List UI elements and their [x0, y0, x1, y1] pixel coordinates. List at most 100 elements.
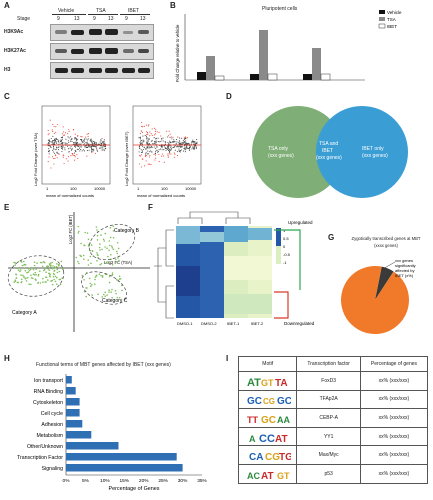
ma-point — [91, 139, 92, 140]
ma-point — [173, 147, 174, 148]
scatter-point — [104, 292, 106, 294]
ma-point — [180, 147, 181, 148]
scatter-point — [20, 269, 22, 271]
scatter-point — [15, 264, 17, 266]
ma-point — [71, 150, 72, 151]
ma-point — [74, 160, 75, 161]
ma-point — [68, 151, 69, 152]
ma-point — [154, 143, 155, 144]
ma-point — [89, 147, 90, 148]
scatter-point — [110, 291, 112, 293]
scatter-point — [78, 263, 80, 265]
bar — [66, 442, 119, 450]
ma-point — [141, 152, 142, 153]
scatter-point — [96, 229, 98, 231]
svg-text:AT: AT — [275, 434, 288, 444]
ma-point — [49, 150, 50, 151]
scatter-point — [91, 294, 93, 296]
scatter-point — [78, 231, 80, 233]
scatter-point — [97, 235, 99, 237]
ma-point — [50, 120, 51, 121]
ma-point — [105, 148, 106, 149]
svg-text:GC: GC — [261, 415, 276, 425]
row-label-h3k9ac: H3K9Ac — [4, 29, 23, 35]
ma-point — [160, 135, 161, 136]
bar — [66, 387, 76, 395]
scatter-point — [100, 234, 102, 236]
panel-c-right-ylabel: Log2 Fold Change (over IBET) — [124, 131, 129, 186]
svg-text:TA: TA — [275, 378, 288, 388]
tf-name: YY1 — [297, 427, 360, 446]
ma-point — [77, 142, 78, 143]
ma-point — [64, 163, 65, 164]
table-row: GC CG GC TFAp2A xx% (xxx/xxx) — [239, 390, 428, 409]
ma-point — [184, 147, 185, 148]
ma-point — [92, 151, 93, 152]
ma-point — [49, 143, 50, 144]
scatter-point — [83, 258, 85, 260]
scatter-point — [90, 285, 92, 287]
scatter-point — [106, 294, 108, 296]
scatter-point — [42, 281, 44, 283]
ma-point — [75, 145, 76, 146]
scatter-point — [91, 284, 93, 286]
svg-text:CG: CG — [265, 452, 280, 462]
ma-point — [48, 143, 49, 144]
ma-point — [156, 150, 157, 151]
ma-point — [165, 150, 166, 151]
scale-4: -0.5 — [283, 252, 291, 257]
ma-point — [84, 138, 85, 139]
column-dmso-2: DMSO-2 — [201, 321, 217, 326]
scatter-point — [95, 276, 97, 278]
scatter-point — [96, 260, 98, 262]
ma-point — [88, 133, 89, 134]
ma-point — [56, 141, 57, 142]
ma-point — [189, 149, 190, 150]
blot-h3 — [50, 62, 154, 79]
ma-point — [84, 143, 85, 144]
ma-point — [86, 138, 87, 139]
ma-point — [54, 158, 55, 159]
ma-point — [80, 139, 81, 140]
ma-point — [73, 144, 74, 145]
ma-point — [140, 138, 141, 139]
ma-point — [168, 148, 169, 149]
ma-point — [192, 142, 193, 143]
ma-point — [74, 142, 75, 143]
ma-point — [87, 139, 88, 140]
ma-point — [163, 149, 164, 150]
bar-category-label: Signaling — [42, 466, 63, 472]
scatter-point — [97, 254, 99, 256]
ma-point — [48, 156, 49, 157]
ma-point — [177, 137, 178, 138]
ma-point — [79, 150, 80, 151]
ma-point — [90, 140, 91, 141]
ma-point — [181, 146, 182, 147]
ma-point — [148, 139, 149, 140]
ma-point — [55, 141, 56, 142]
ma-point — [155, 158, 156, 159]
ma-point — [97, 151, 98, 152]
ma-point — [53, 146, 54, 147]
ma-point — [171, 136, 172, 137]
ma-point — [155, 155, 156, 156]
scatter-point — [119, 276, 121, 278]
scatter-point — [23, 264, 25, 266]
heatmap-cells — [176, 226, 272, 318]
ma-point — [181, 138, 182, 139]
scatter-point — [109, 276, 111, 278]
ma-point — [149, 164, 150, 165]
ma-point — [57, 153, 58, 154]
ma-point — [174, 157, 175, 158]
svg-text:AC: AC — [247, 471, 260, 481]
ma-point — [67, 133, 68, 134]
ma-point — [56, 143, 57, 144]
ma-point — [161, 156, 162, 157]
ma-point — [142, 132, 143, 133]
ma-point — [68, 140, 69, 141]
ma-point — [142, 150, 143, 151]
svg-text:CG: CG — [263, 397, 275, 406]
ma-point — [153, 143, 154, 144]
ma-point — [77, 143, 78, 144]
scatter-point — [53, 279, 55, 281]
